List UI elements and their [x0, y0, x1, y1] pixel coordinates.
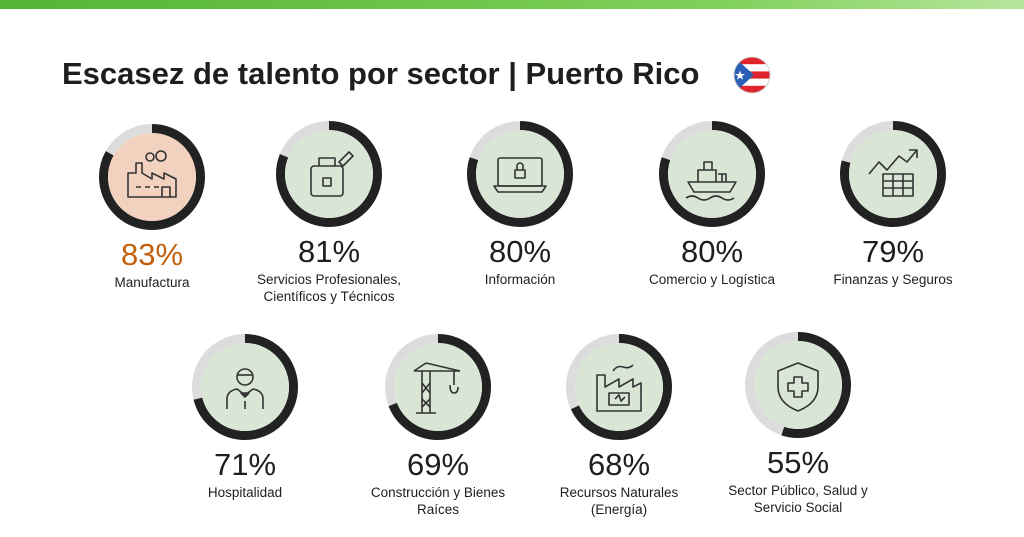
sector-progress-ring: [566, 334, 672, 440]
power-plant-icon: [596, 364, 642, 412]
sector-item: 81% Servicios Profesionales, Científicos y…: [219, 119, 439, 305]
ring-value-arc: [840, 121, 946, 227]
sector-progress-ring: [385, 334, 491, 440]
ring-inner-circle: [201, 343, 289, 431]
sector-label-line: (Energía): [590, 502, 648, 517]
sector-item: 80% Información: [410, 119, 630, 288]
sector-progress-ring: [192, 334, 298, 440]
sector-label: Información: [410, 271, 630, 288]
sector-label-line: Científicos y Técnicos: [263, 289, 395, 304]
ring-value-arc: [385, 334, 491, 440]
sector-progress-ring: [840, 121, 946, 227]
ring-value-arc: [99, 124, 205, 230]
sector-label: Manufactura: [42, 274, 262, 291]
sector-percent: 80%: [680, 234, 744, 269]
ring-inner-circle: [476, 130, 564, 218]
sector-label: Construcción y Bienes Raíces: [328, 484, 548, 518]
sector-percent: 71%: [213, 447, 277, 482]
sector-item: 80% Comercio y Logística: [602, 119, 822, 288]
sector-item: 79% Finanzas y Seguros: [783, 119, 1003, 288]
sector-percent: 69%: [406, 447, 470, 482]
sector-label: Recursos Naturales (Energía): [509, 484, 729, 518]
cargo-ship-icon: [685, 161, 737, 201]
sector-label: Hospitalidad: [135, 484, 355, 501]
sector-percent: 80%: [488, 234, 552, 269]
ring-inner-circle: [754, 341, 842, 429]
sector-label-line: Recursos Naturales: [559, 485, 679, 500]
top-accent-bar: [0, 0, 1024, 9]
ring-inner-circle: [394, 343, 482, 431]
sector-label-line: Sector Público, Salud y: [728, 483, 868, 498]
sector-progress-ring: [467, 121, 573, 227]
sector-percent: 79%: [861, 234, 925, 269]
sector-label-line: Información: [484, 272, 556, 287]
shield-cross-icon: [777, 362, 819, 412]
sector-label-line: Finanzas y Seguros: [833, 272, 953, 287]
sector-progress-ring: [659, 121, 765, 227]
ring-value-arc: [276, 121, 382, 227]
sector-label-line: Servicios Profesionales,: [256, 272, 402, 287]
sector-item: 69% Construcción y Bienes Raíces: [328, 332, 548, 518]
ring-inner-circle: [285, 130, 373, 218]
crane-icon: [413, 362, 461, 414]
ring-value-arc: [566, 334, 672, 440]
sector-label: Comercio y Logística: [602, 271, 822, 288]
sector-label-line: Comercio y Logística: [648, 272, 776, 287]
sector-label-line: Servicio Social: [753, 500, 843, 515]
sector-item: 68% Recursos Naturales (Energía): [509, 332, 729, 518]
sector-percent: 55%: [766, 445, 830, 480]
sector-label-line: Hospitalidad: [207, 485, 283, 500]
sector-label: Finanzas y Seguros: [783, 271, 1003, 288]
puerto-rico-flag-icon: [733, 56, 771, 94]
sector-progress-ring: [99, 124, 205, 230]
page-title: Escasez de talento por sector | Puerto R…: [62, 56, 700, 91]
ring-value-arc: [467, 121, 573, 227]
factory-icon: [127, 150, 177, 198]
sector-label-line: Raíces: [416, 502, 460, 517]
sector-item: 83% Manufactura: [42, 122, 262, 291]
sector-label-line: Construcción y Bienes: [370, 485, 506, 500]
sector-label: Servicios Profesionales, Científicos y Té…: [219, 271, 439, 305]
sector-item: 55% Sector Público, Salud y Servicio Socia…: [688, 330, 908, 516]
sector-progress-ring: [276, 121, 382, 227]
ring-value-arc: [745, 332, 851, 438]
sector-label-line: Manufactura: [114, 275, 190, 290]
sector-progress-ring: [745, 332, 851, 438]
finance-chart-icon: [868, 149, 918, 197]
ring-value-arc: [192, 334, 298, 440]
ring-value-arc: [659, 121, 765, 227]
sector-item: 71% Hospitalidad: [135, 332, 355, 501]
sector-percent: 83%: [120, 237, 184, 272]
sector-label: Sector Público, Salud y Servicio Social: [688, 482, 908, 516]
briefcase-pen-icon: [310, 151, 354, 197]
sector-percent: 68%: [587, 447, 651, 482]
laptop-lock-icon: [493, 157, 547, 193]
waiter-icon: [226, 368, 264, 409]
ring-inner-circle: [668, 130, 756, 218]
sector-percent: 81%: [297, 234, 361, 269]
